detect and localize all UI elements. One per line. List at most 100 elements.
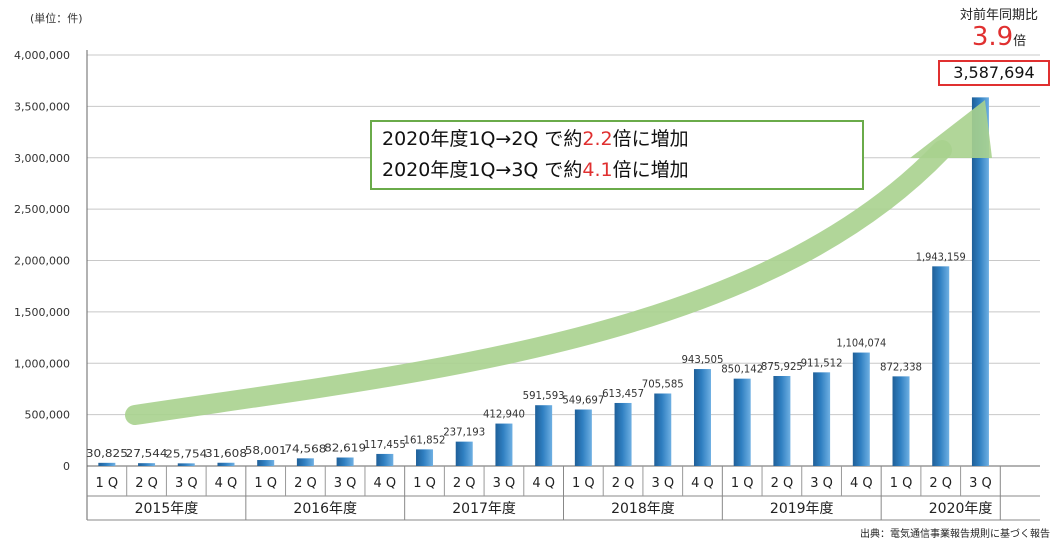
quarter-label: 4 Q: [850, 476, 873, 491]
y-tick-label: 1,500,000: [14, 306, 70, 319]
bar: [217, 462, 235, 466]
data-label: 58,001: [245, 444, 287, 457]
yoy-multiplier: 3.9倍: [940, 22, 1058, 52]
bar: [98, 462, 116, 466]
y-tick-label: 4,000,000: [14, 49, 70, 62]
y-tick-label: 1,000,000: [14, 357, 70, 370]
fiscal-year-label: 2019年度: [770, 501, 834, 517]
quarter-label: 1 Q: [96, 476, 119, 491]
quarter-label: 2 Q: [294, 476, 317, 491]
yoy-title: 対前年同期比: [959, 8, 1038, 23]
bar: [177, 463, 195, 466]
bar: [852, 352, 870, 466]
data-label: 705,585: [642, 378, 684, 391]
quarter-label: 3 Q: [493, 476, 516, 491]
bar: [495, 423, 513, 466]
quarter-label: 1 Q: [890, 476, 913, 491]
callout-line-2-suffix: 倍に増加: [612, 159, 689, 181]
quarter-label: 3 Q: [810, 476, 833, 491]
quarter-label: 3 Q: [334, 476, 357, 491]
bar: [257, 460, 275, 466]
quarter-label: 1 Q: [254, 476, 277, 491]
bar: [654, 393, 672, 466]
quarter-label: 1 Q: [413, 476, 436, 491]
yoy-multiplier-value: 3.9: [971, 22, 1014, 52]
data-label: 412,940: [483, 408, 525, 421]
source-note: 出典：電気通信事業報告規則に基づく報告: [860, 529, 1050, 540]
fiscal-year-label: 2018年度: [611, 501, 675, 517]
bar: [892, 376, 910, 466]
latest-value-box: 3,587,694: [938, 60, 1050, 86]
bar: [971, 97, 989, 466]
bar: [336, 457, 354, 466]
quarter-label: 2 Q: [929, 476, 952, 491]
data-label: 875,925: [761, 360, 803, 373]
y-tick-label: 3,500,000: [14, 100, 70, 113]
data-label: 1,104,074: [836, 337, 886, 350]
bar: [296, 458, 314, 466]
bar: [535, 405, 553, 466]
y-tick-label: 0: [63, 460, 70, 473]
fiscal-year-label: 2016年度: [293, 501, 357, 517]
callout-line-2-prefix: 2020年度1Q→3Q で約: [382, 159, 583, 181]
quarter-label: 4 Q: [373, 476, 396, 491]
data-label: 943,505: [681, 353, 723, 366]
bar: [733, 378, 751, 466]
data-label: 613,457: [602, 387, 644, 400]
data-label: 549,697: [562, 394, 604, 407]
growth-callout: 2020年度1Q→2Q で約2.2倍に増加 2020年度1Q→3Q で約4.1倍…: [370, 120, 864, 190]
bar: [614, 402, 632, 466]
quarter-label: 4 Q: [215, 476, 238, 491]
bar: [693, 369, 711, 466]
data-label: 27,544: [126, 447, 168, 460]
data-label: 872,338: [880, 360, 922, 373]
quarter-label: 4 Q: [532, 476, 555, 491]
callout-line-1-prefix: 2020年度1Q→2Q で約: [382, 128, 583, 150]
quarter-label: 2 Q: [135, 476, 158, 491]
data-label: 591,593: [523, 389, 565, 402]
growth-arrow-shaft: [125, 140, 952, 425]
data-label: 31,608: [205, 447, 247, 460]
bar: [813, 372, 831, 466]
bar: [416, 449, 434, 466]
bar: [376, 453, 394, 466]
quarter-label: 1 Q: [731, 476, 754, 491]
callout-line-1-value: 2.2: [582, 128, 613, 150]
quarter-label: 1 Q: [572, 476, 595, 491]
data-label: 74,568: [284, 442, 326, 455]
bar: [455, 441, 473, 466]
data-label: 25,754: [165, 447, 207, 460]
fiscal-year-label: 2017年度: [452, 501, 516, 517]
callout-line-2-value: 4.1: [582, 159, 613, 181]
fiscal-year-label: 2020年度: [929, 501, 993, 517]
data-label: 911,512: [801, 356, 843, 369]
data-label: 82,619: [324, 442, 366, 455]
bar: [138, 463, 156, 466]
callout-line-2: 2020年度1Q→3Q で約4.1倍に増加: [382, 155, 852, 186]
data-label: 117,455: [364, 438, 406, 451]
quarter-label: 3 Q: [651, 476, 674, 491]
bar: [773, 375, 791, 466]
yoy-multiplier-unit: 倍: [1013, 34, 1027, 49]
callout-line-1: 2020年度1Q→2Q で約2.2倍に増加: [382, 124, 852, 155]
y-tick-label: 2,000,000: [14, 255, 70, 268]
y-tick-label: 2,500,000: [14, 203, 70, 216]
fiscal-year-label: 2015年度: [135, 501, 199, 517]
quarter-label: 3 Q: [969, 476, 992, 491]
quarter-label: 2 Q: [771, 476, 794, 491]
y-tick-label: 500,000: [25, 409, 71, 422]
growth-arrow-head: [910, 100, 992, 158]
callout-line-1-suffix: 倍に増加: [612, 128, 689, 150]
data-label: 850,142: [721, 363, 763, 376]
unit-label: (単位：件): [30, 12, 83, 25]
quarter-label: 2 Q: [453, 476, 476, 491]
quarter-label: 2 Q: [612, 476, 635, 491]
y-tick-label: 3,000,000: [14, 152, 70, 165]
quarter-label: 4 Q: [691, 476, 714, 491]
data-label: 161,852: [404, 433, 446, 446]
data-label: 1,943,159: [916, 250, 966, 263]
bar: [574, 409, 592, 466]
bar: [932, 266, 950, 466]
data-label: 237,193: [443, 426, 485, 439]
